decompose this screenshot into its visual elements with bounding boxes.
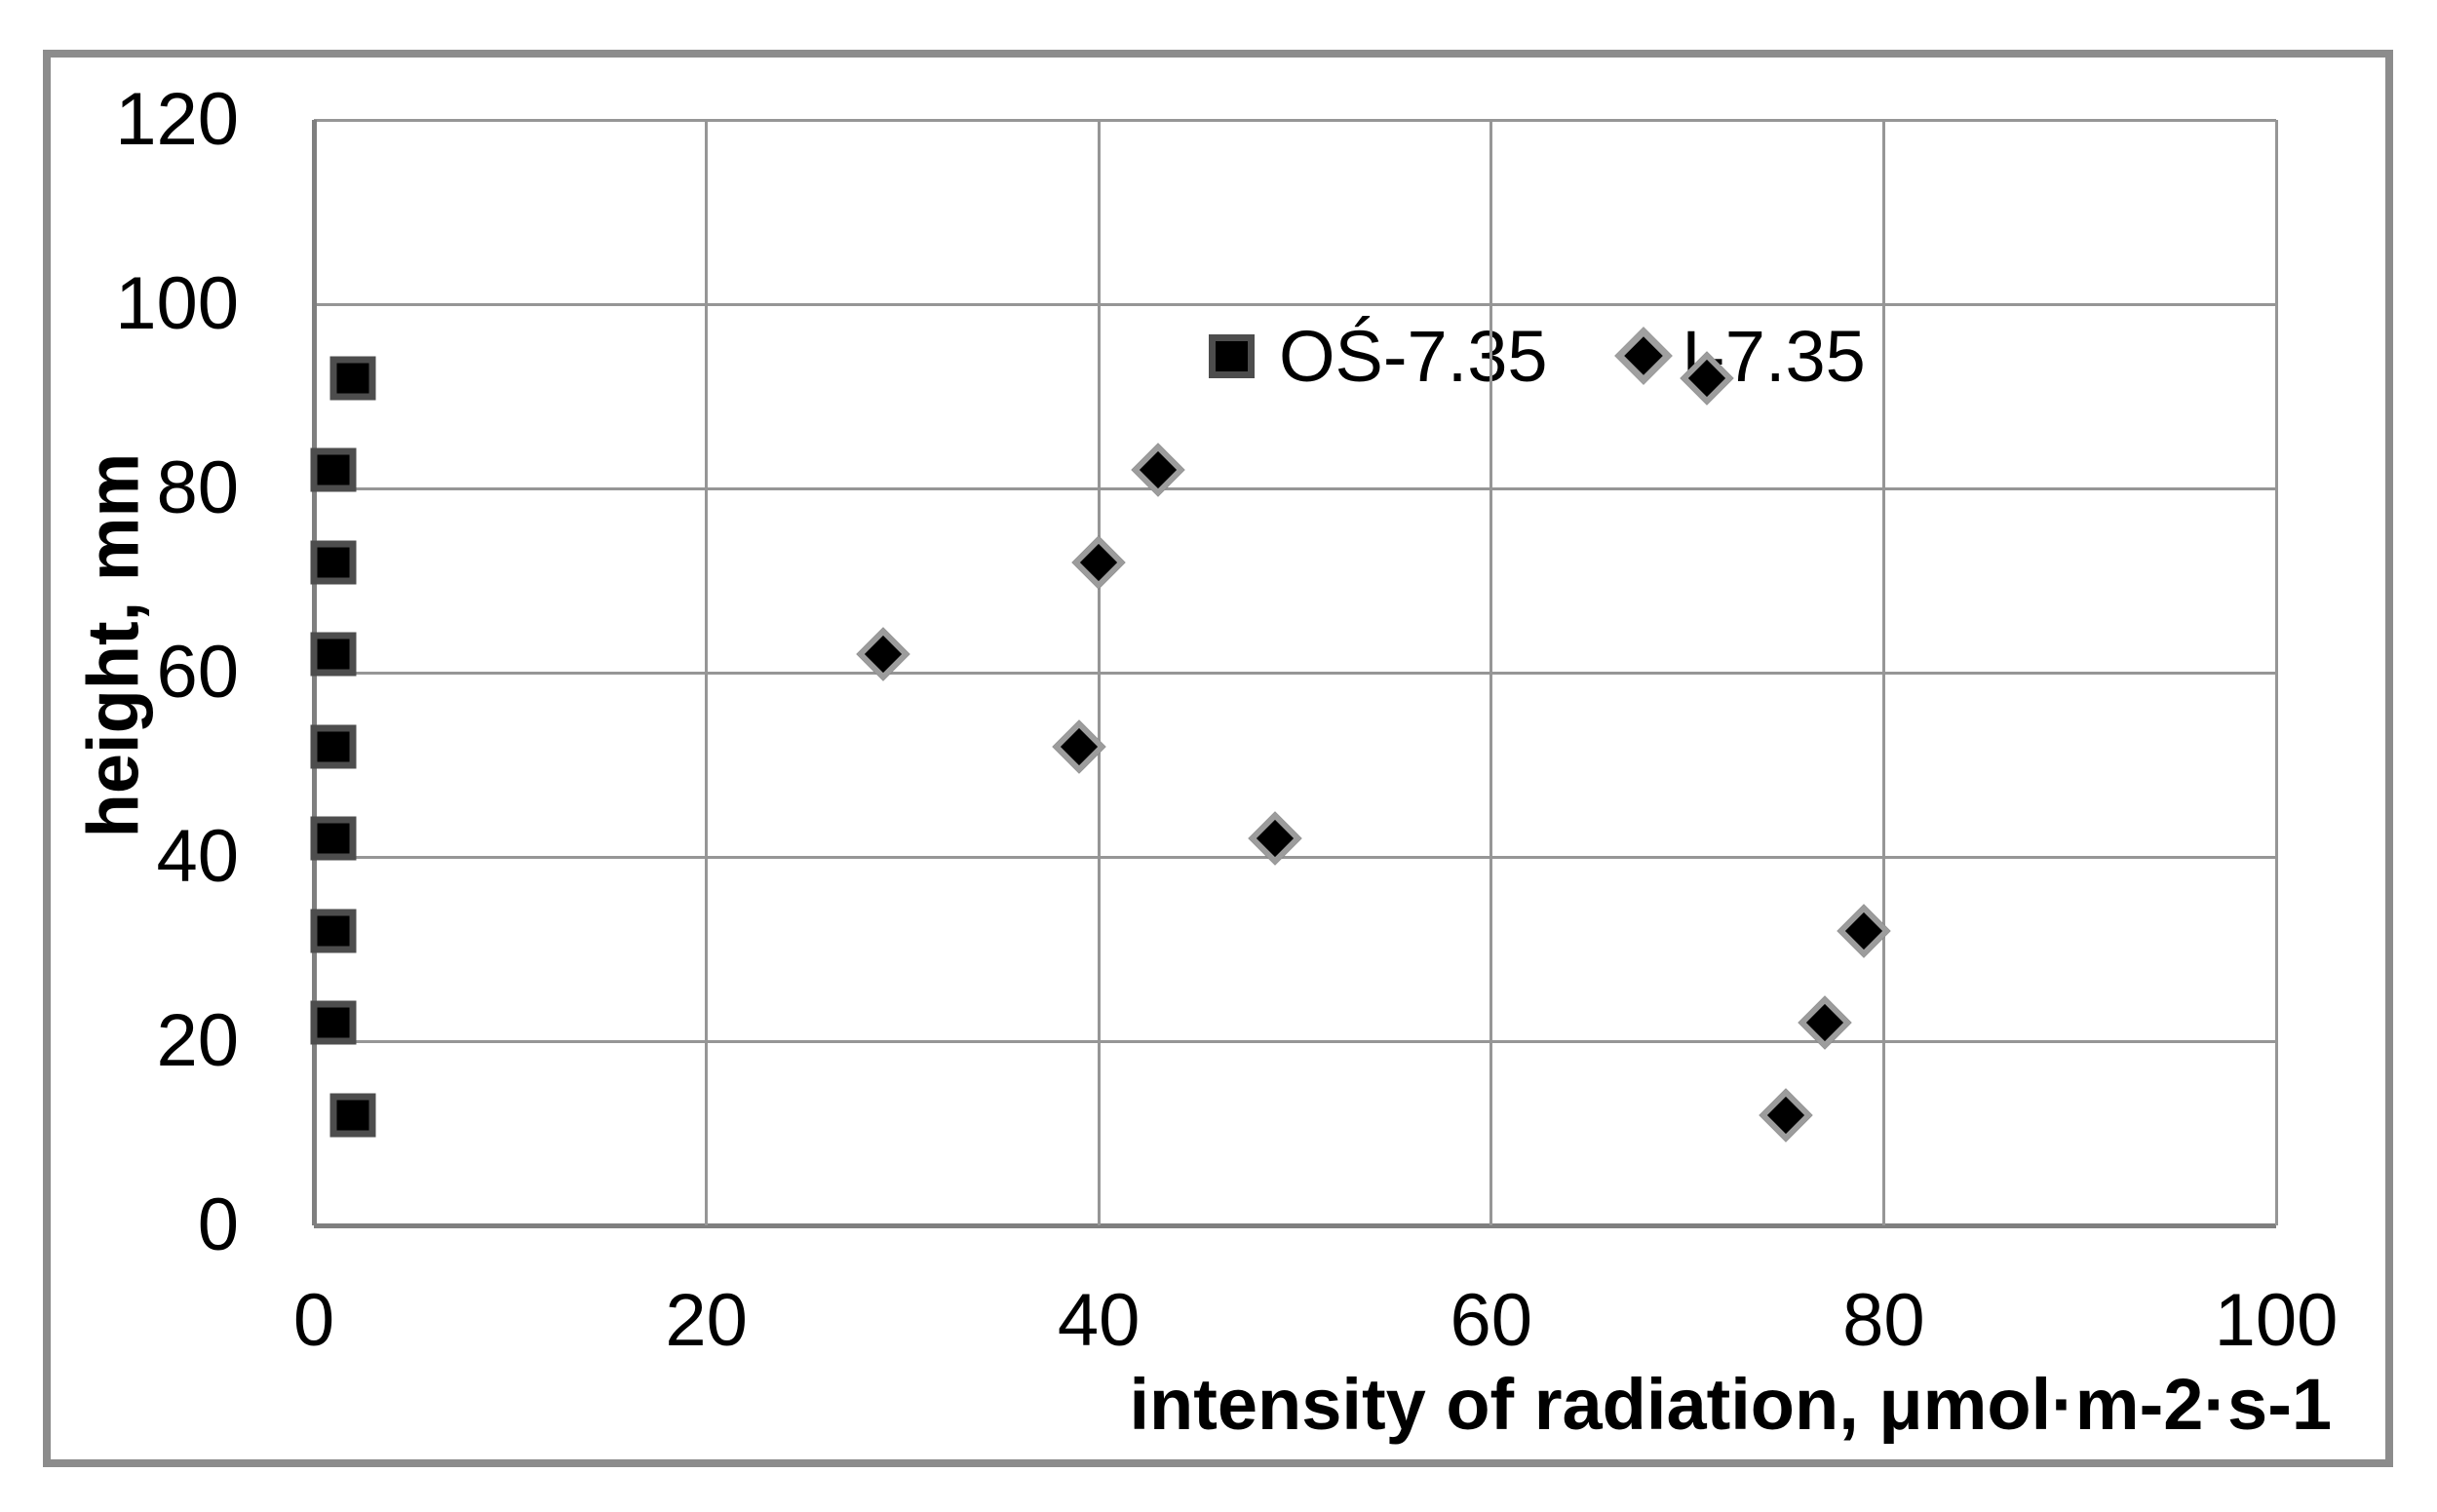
y-tick-label: 100 <box>115 262 239 345</box>
gridline-horizontal <box>314 671 2276 675</box>
x-axis-title: intensity of radiation, μmol·m-2·s-1 <box>1129 1364 2332 1445</box>
data-point-square <box>329 356 376 401</box>
gridline-horizontal <box>314 1039 2276 1043</box>
x-tick-label: 0 <box>292 1279 335 1362</box>
data-point-square <box>310 632 357 677</box>
chart-frame-border <box>43 50 2393 1467</box>
y-tick-label: 60 <box>156 631 239 714</box>
gridline-horizontal <box>314 486 2276 490</box>
gridline-vertical <box>1881 120 1885 1225</box>
data-point-square <box>310 540 357 585</box>
plot-area: OŚ-7.35 I-7.35 <box>310 118 2278 1228</box>
y-tick-label: 0 <box>197 1183 239 1266</box>
data-point-diamond <box>1071 535 1126 590</box>
legend-marker-diamond-icon <box>1613 327 1673 385</box>
gridline-vertical <box>1097 120 1101 1225</box>
gridline-vertical <box>705 120 709 1225</box>
legend-item-i: I-7.35 <box>1613 315 1866 398</box>
x-tick-label: 80 <box>1842 1279 1925 1362</box>
gridline-horizontal <box>314 118 2276 122</box>
y-axis-title: height, mm <box>72 452 154 838</box>
y-tick-label: 40 <box>156 815 239 898</box>
y-tick-label: 20 <box>156 999 239 1082</box>
data-point-diamond <box>1759 1088 1813 1143</box>
data-point-square <box>310 816 357 861</box>
y-tick-label: 120 <box>115 78 239 161</box>
legend-item-os: OŚ-7.35 <box>1209 315 1548 398</box>
x-tick-label: 20 <box>665 1279 748 1362</box>
x-tick-label: 40 <box>1057 1279 1141 1362</box>
x-axis-line <box>314 1222 2276 1228</box>
data-point-square <box>329 1093 376 1138</box>
data-point-square <box>310 1000 357 1045</box>
gridline-vertical <box>2274 120 2278 1225</box>
y-tick-label: 80 <box>156 446 239 529</box>
legend-marker-square-icon <box>1209 333 1255 378</box>
x-tick-label: 60 <box>1450 1279 1533 1362</box>
legend: OŚ-7.35 I-7.35 <box>1209 311 1866 401</box>
x-tick-label: 100 <box>2214 1279 2339 1362</box>
gridline-horizontal <box>314 855 2276 859</box>
gridline-horizontal <box>314 302 2276 306</box>
data-point-square <box>310 909 357 953</box>
gridline-vertical <box>1489 120 1493 1225</box>
data-point-square <box>310 724 357 769</box>
legend-label-os: OŚ-7.35 <box>1279 315 1548 397</box>
data-point-square <box>310 447 357 492</box>
